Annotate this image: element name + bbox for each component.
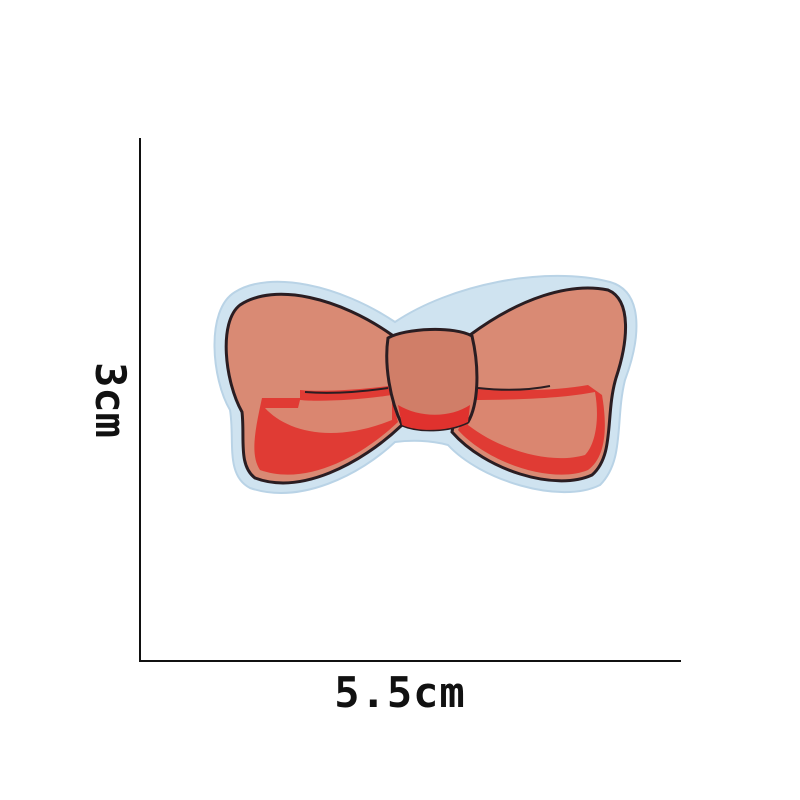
bow-stitch-right [477,385,551,391]
bow-knot-shadow [398,405,470,430]
height-dimension-line [139,138,141,662]
width-dimension-line [139,660,681,662]
width-label: 5.5cm [334,668,466,717]
bow-stitch-left [304,387,389,394]
bow-left-wing-highlight [265,395,392,433]
bow-right-wing-highlight [468,392,597,459]
bow-knot [385,328,479,432]
height-label: 3cm [86,362,135,438]
